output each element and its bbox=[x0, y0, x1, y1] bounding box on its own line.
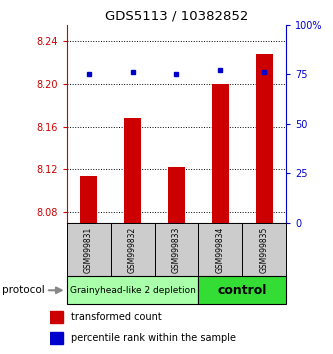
Bar bbox=[256, 54, 273, 223]
Bar bbox=[168, 167, 185, 223]
Text: percentile rank within the sample: percentile rank within the sample bbox=[71, 333, 236, 343]
FancyBboxPatch shape bbox=[242, 223, 286, 276]
FancyBboxPatch shape bbox=[111, 223, 155, 276]
FancyBboxPatch shape bbox=[198, 276, 286, 304]
Bar bbox=[124, 118, 141, 223]
Text: GSM999834: GSM999834 bbox=[216, 226, 225, 273]
FancyBboxPatch shape bbox=[67, 223, 111, 276]
Text: transformed count: transformed count bbox=[71, 312, 162, 322]
Bar bbox=[80, 176, 97, 223]
Text: control: control bbox=[218, 284, 267, 297]
Text: GSM999833: GSM999833 bbox=[172, 226, 181, 273]
FancyBboxPatch shape bbox=[67, 276, 198, 304]
Text: Grainyhead-like 2 depletion: Grainyhead-like 2 depletion bbox=[70, 286, 195, 295]
Bar bbox=[50, 332, 64, 344]
FancyBboxPatch shape bbox=[155, 223, 198, 276]
Text: protocol: protocol bbox=[2, 285, 44, 295]
Text: GSM999835: GSM999835 bbox=[260, 226, 269, 273]
Bar bbox=[212, 84, 229, 223]
Text: GSM999831: GSM999831 bbox=[84, 227, 93, 273]
Bar bbox=[50, 311, 64, 323]
Text: GSM999832: GSM999832 bbox=[128, 227, 137, 273]
FancyBboxPatch shape bbox=[198, 223, 242, 276]
Title: GDS5113 / 10382852: GDS5113 / 10382852 bbox=[105, 9, 248, 22]
